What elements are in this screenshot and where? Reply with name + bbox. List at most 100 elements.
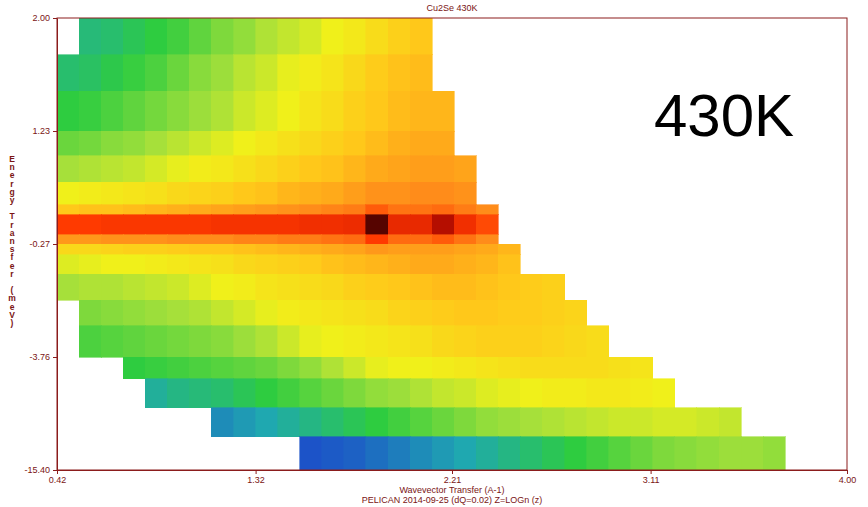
heatmap-cell xyxy=(410,255,432,274)
heatmap-cell xyxy=(388,274,410,300)
heatmap-cell xyxy=(410,379,432,408)
heatmap-cell xyxy=(123,131,145,156)
heatmap-cell xyxy=(234,205,256,215)
heatmap-cell xyxy=(256,326,278,357)
heatmap-cell xyxy=(454,156,476,182)
heatmap-cell xyxy=(211,408,233,437)
heatmap-cell xyxy=(300,244,322,255)
heatmap-cell xyxy=(278,131,300,156)
heatmap-cell xyxy=(167,255,189,274)
y-tick-label: 2.00 xyxy=(32,13,50,23)
heatmap-cell xyxy=(189,300,211,326)
heatmap-cell xyxy=(454,182,476,205)
heatmap-cell xyxy=(211,131,233,156)
heatmap-cell xyxy=(278,326,300,357)
x-tick-mark xyxy=(256,470,257,474)
heatmap-cell xyxy=(498,379,520,408)
heatmap-cell xyxy=(565,437,587,470)
heatmap-cell xyxy=(388,408,410,437)
heatmap-cell xyxy=(476,300,498,326)
x-tick-label: 0.42 xyxy=(49,475,67,485)
heatmap-cell xyxy=(256,215,278,235)
heatmap-cell xyxy=(520,408,542,437)
heatmap-cell xyxy=(498,357,520,379)
heatmap-cell xyxy=(565,357,587,379)
heatmap-cell xyxy=(719,437,741,470)
heatmap-cell xyxy=(454,205,476,215)
heatmap-cell xyxy=(322,244,344,255)
heatmap-cell xyxy=(167,18,189,55)
heatmap-cell xyxy=(57,182,79,205)
heatmap-cell xyxy=(234,182,256,205)
heatmap-cell xyxy=(123,215,145,235)
heatmap-cell xyxy=(300,379,322,408)
x-tick: 0.42 xyxy=(49,470,67,485)
heatmap-cell xyxy=(410,205,432,215)
y-tick: 1.23 xyxy=(32,126,57,136)
heatmap-cell xyxy=(211,235,233,244)
heatmap-cell xyxy=(476,437,498,470)
heatmap-cell xyxy=(145,182,167,205)
heatmap-cell xyxy=(189,244,211,255)
heatmap-cell xyxy=(388,156,410,182)
heatmap-cell xyxy=(322,55,344,92)
heatmap-cell xyxy=(344,300,366,326)
heatmap-cell xyxy=(410,215,432,235)
heatmap-cell xyxy=(211,205,233,215)
y-axis: 2.001.23-0.27-3.76-15.40 xyxy=(24,13,57,475)
heatmap-cell xyxy=(520,437,542,470)
y-axis-line xyxy=(57,19,58,471)
heatmap-cell xyxy=(79,326,101,357)
heatmap-cell xyxy=(322,408,344,437)
heatmap-cell xyxy=(145,326,167,357)
x-tick-label: 1.32 xyxy=(247,475,265,485)
heatmap-cell xyxy=(189,255,211,274)
heatmap-cell xyxy=(278,215,300,235)
heatmap-cell xyxy=(234,326,256,357)
heatmap-cell xyxy=(587,326,609,357)
heatmap-cell xyxy=(432,300,454,326)
heatmap-cell xyxy=(167,156,189,182)
heatmap-cell xyxy=(256,274,278,300)
heatmap-cell xyxy=(101,274,123,300)
heatmap-cell xyxy=(410,18,432,55)
heatmap-cell xyxy=(101,326,123,357)
heatmap-cell xyxy=(167,131,189,156)
heatmap-cell xyxy=(189,379,211,408)
heatmap-cell xyxy=(234,274,256,300)
heatmap-cell xyxy=(344,18,366,55)
heatmap-cell xyxy=(101,205,123,215)
heatmap-cell xyxy=(145,215,167,235)
heatmap-cell xyxy=(167,235,189,244)
heatmap-cell xyxy=(145,131,167,156)
heatmap-cell xyxy=(322,357,344,379)
heatmap-cell xyxy=(366,255,388,274)
heatmap-cell xyxy=(167,357,189,379)
heatmap-cell xyxy=(476,205,498,215)
y-tick: -15.40 xyxy=(24,465,57,475)
heatmap-cell xyxy=(366,357,388,379)
heatmap-cell xyxy=(123,357,145,379)
heatmap-cell xyxy=(123,182,145,205)
heatmap-cell xyxy=(565,408,587,437)
heatmap-cell xyxy=(256,235,278,244)
heatmap-cell xyxy=(145,244,167,255)
heatmap-cell xyxy=(300,131,322,156)
heatmap-cell xyxy=(101,182,123,205)
heatmap-cell xyxy=(300,215,322,235)
x-axis: 0.421.322.213.114.00 xyxy=(49,470,857,485)
heatmap-cell xyxy=(432,91,454,131)
heatmap-cell xyxy=(167,215,189,235)
heatmap-cell xyxy=(322,215,344,235)
heatmap-cell xyxy=(631,379,653,408)
heatmap-cell xyxy=(653,408,675,437)
heatmap-cell xyxy=(587,408,609,437)
heatmap-cell xyxy=(366,156,388,182)
heatmap-cell xyxy=(476,244,498,255)
x-tick: 3.11 xyxy=(643,470,660,485)
heatmap-cell xyxy=(609,357,631,379)
heatmap-cell xyxy=(388,131,410,156)
heatmap-cell xyxy=(123,274,145,300)
heatmap-cell xyxy=(432,326,454,357)
heatmap-cell xyxy=(476,379,498,408)
